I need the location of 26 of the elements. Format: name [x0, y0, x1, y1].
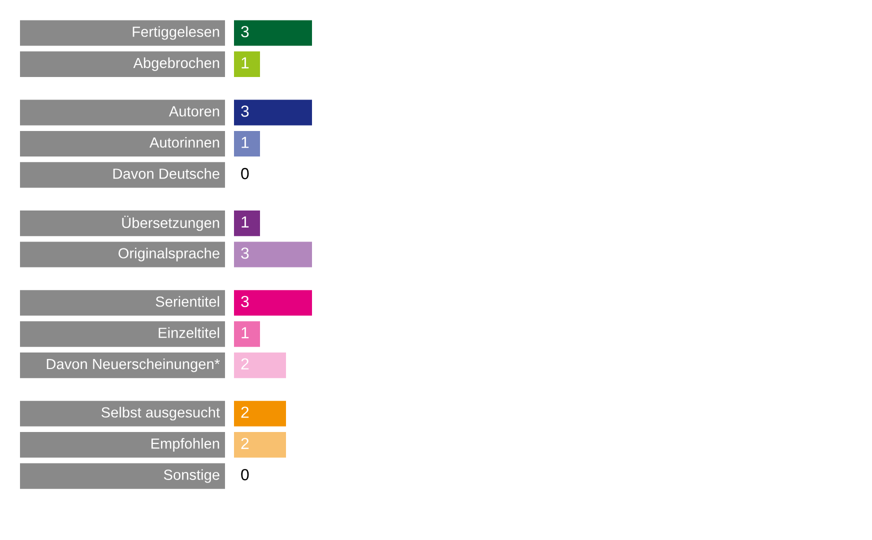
data-label: 1 — [242, 327, 249, 338]
data-label: 2 — [241, 358, 249, 370]
data-label: 2 — [241, 438, 249, 449]
y-tick-label: Fertiggelesen — [132, 26, 220, 40]
y-tick-label: Autorinnen — [149, 136, 220, 148]
data-label: 3 — [241, 296, 249, 308]
data-label: 1 — [242, 57, 249, 68]
y-tick-label: Autoren — [168, 106, 220, 116]
y-tick-label: Übersetzungen — [122, 216, 220, 231]
data-label: 2 — [241, 406, 249, 418]
data-label: 3 — [241, 106, 249, 117]
y-tick-label: Selbst ausgesucht — [101, 406, 220, 420]
y-tick-label: Einzeltitel — [158, 327, 220, 338]
data-label: 3 — [241, 247, 249, 259]
y-tick-label: Davon Neuerscheinungen* — [46, 358, 220, 372]
y-tick-label: Serientitel — [156, 296, 220, 307]
y-tick-label: Abgebrochen — [133, 57, 220, 71]
y-tick-label: Originalsprache — [118, 248, 220, 262]
data-label: 1 — [242, 136, 249, 148]
y-tick-label: Sonstige — [164, 469, 220, 483]
y-tick-label: Empfohlen — [151, 438, 220, 452]
data-label: 0 — [241, 469, 249, 480]
data-label: 0 — [241, 168, 249, 180]
y-tick-label: Davon Deutsche — [113, 168, 220, 179]
data-label: 1 — [242, 216, 249, 228]
data-label: 3 — [241, 26, 249, 38]
